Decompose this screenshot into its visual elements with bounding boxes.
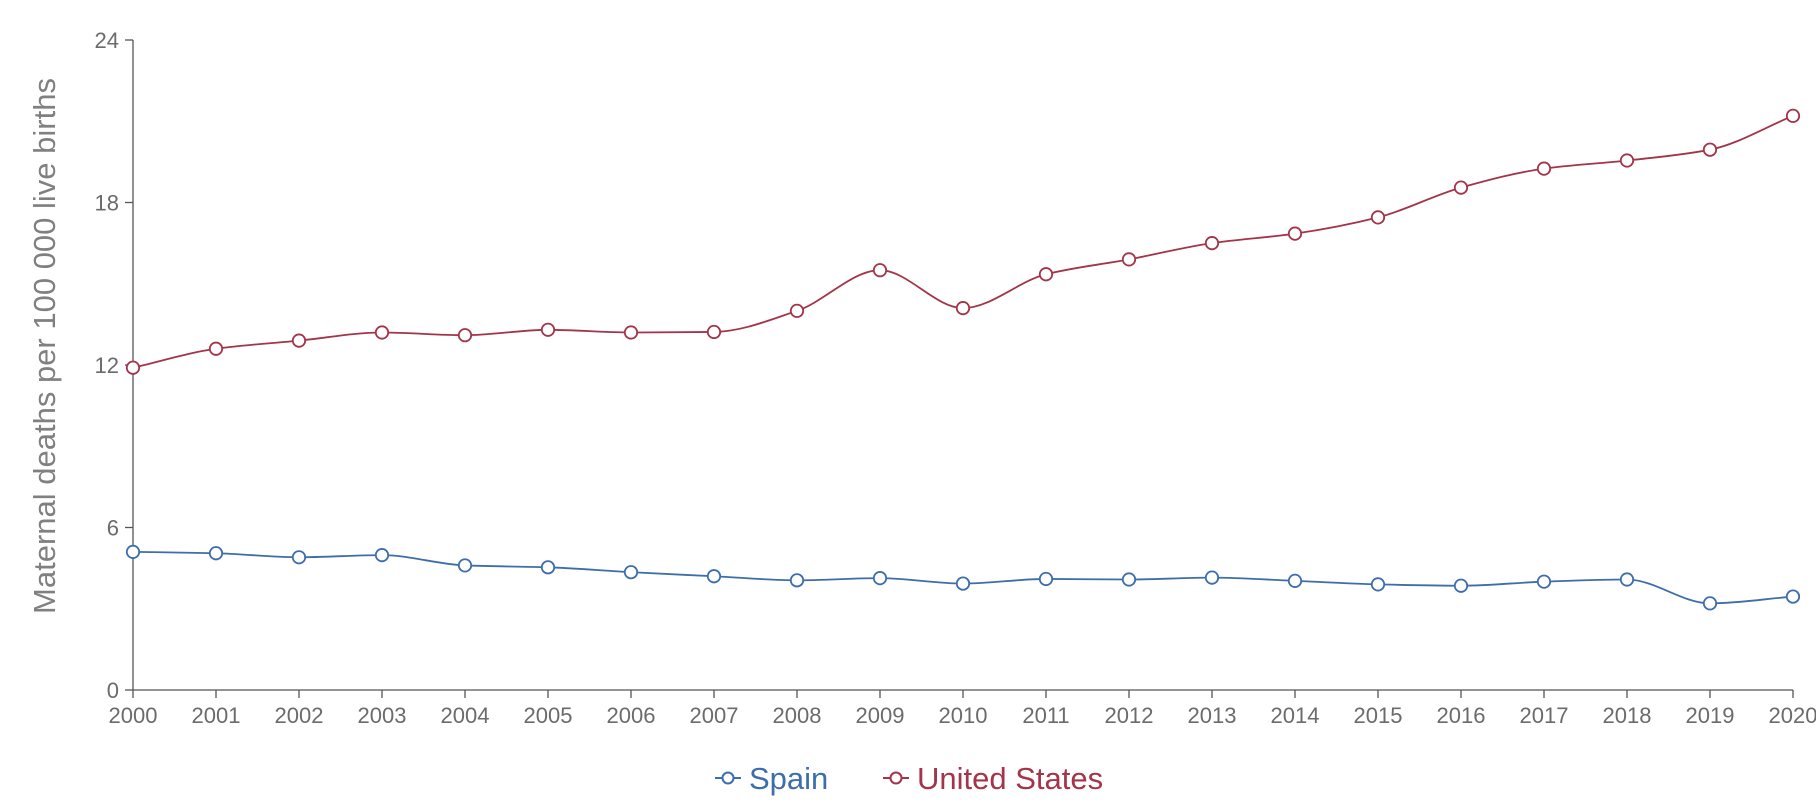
data-point-united-states[interactable] (208, 341, 224, 356)
data-point-spain[interactable] (457, 558, 473, 573)
data-point-united-states[interactable] (457, 328, 473, 343)
x-tick-label: 2020 (1769, 703, 1816, 728)
data-point-spain[interactable] (1453, 578, 1469, 593)
data-point-united-states[interactable] (1370, 210, 1386, 225)
data-point-united-states[interactable] (1038, 267, 1054, 282)
y-tick-label: 6 (107, 516, 119, 541)
legend-label: United States (917, 761, 1103, 796)
x-tick-label: 2005 (524, 703, 573, 728)
data-point-spain[interactable] (291, 550, 307, 565)
series-united-states (125, 108, 1801, 375)
data-point-spain[interactable] (706, 569, 722, 584)
x-tick-label: 2015 (1354, 703, 1403, 728)
data-point-spain[interactable] (208, 546, 224, 561)
data-point-spain[interactable] (1702, 596, 1718, 611)
data-point-united-states[interactable] (1204, 236, 1220, 251)
x-tick-label: 2016 (1437, 703, 1486, 728)
y-axis-title: Maternal deaths per 100 000 live births (27, 78, 62, 614)
legend-marker-icon (889, 771, 903, 785)
data-point-united-states[interactable] (872, 263, 888, 278)
x-tick-label: 2000 (109, 703, 158, 728)
x-tick-label: 2019 (1686, 703, 1735, 728)
x-tick-label: 2001 (192, 703, 241, 728)
data-point-spain[interactable] (1204, 570, 1220, 585)
data-point-united-states[interactable] (1785, 108, 1801, 123)
x-tick-label: 2011 (1022, 703, 1069, 728)
data-point-united-states[interactable] (1287, 226, 1303, 241)
y-tick-label: 24 (95, 28, 119, 53)
data-point-united-states[interactable] (1453, 180, 1469, 195)
x-tick-label: 2006 (607, 703, 656, 728)
data-point-spain[interactable] (1370, 577, 1386, 592)
data-point-united-states[interactable] (789, 303, 805, 318)
x-tick-label: 2013 (1188, 703, 1237, 728)
data-point-spain[interactable] (1287, 573, 1303, 588)
data-point-united-states[interactable] (1619, 153, 1635, 168)
x-tick-label: 2010 (939, 703, 988, 728)
x-tick-label: 2012 (1105, 703, 1154, 728)
y-tick-label: 18 (95, 191, 119, 216)
x-tick-label: 2007 (690, 703, 739, 728)
data-point-spain[interactable] (1785, 589, 1801, 604)
data-point-spain[interactable] (955, 576, 971, 591)
y-tick-label: 12 (95, 353, 119, 378)
legend[interactable]: Spain United States (715, 761, 1103, 796)
x-tick-label: 2009 (856, 703, 905, 728)
y-tick-label: 0 (107, 678, 119, 703)
legend-marker-icon (721, 771, 735, 785)
data-point-spain[interactable] (789, 573, 805, 588)
x-tick-label: 2017 (1520, 703, 1569, 728)
data-point-spain[interactable] (1536, 574, 1552, 589)
data-point-united-states[interactable] (1536, 161, 1552, 176)
x-tick-label: 2014 (1271, 703, 1320, 728)
data-point-united-states[interactable] (955, 301, 971, 316)
data-point-spain[interactable] (1038, 571, 1054, 587)
data-point-united-states[interactable] (1121, 252, 1137, 267)
data-point-spain[interactable] (1619, 572, 1635, 587)
data-point-spain[interactable] (540, 560, 556, 575)
data-point-spain[interactable] (623, 565, 639, 580)
data-point-united-states[interactable] (623, 325, 639, 340)
data-point-united-states[interactable] (1702, 142, 1718, 157)
x-tick-label: 2018 (1603, 703, 1652, 728)
data-point-united-states[interactable] (374, 325, 390, 340)
data-point-united-states[interactable] (125, 360, 141, 375)
data-point-spain[interactable] (374, 548, 390, 563)
axes: 0 6 12 18 24 2000 2001 2002 2003 2004 2005 2006 2007… (95, 28, 1816, 728)
legend-label: Spain (749, 761, 828, 796)
x-tick-label: 2004 (441, 703, 490, 728)
data-point-united-states[interactable] (540, 322, 556, 337)
x-tick-label: 2003 (358, 703, 407, 728)
data-point-united-states[interactable] (706, 324, 722, 340)
data-point-united-states[interactable] (291, 333, 307, 348)
x-tick-label: 2008 (773, 703, 822, 728)
series-spain (125, 544, 1801, 611)
data-point-spain[interactable] (125, 544, 141, 559)
data-point-spain[interactable] (872, 571, 888, 586)
legend-item-united-states[interactable]: United States (883, 761, 1103, 796)
data-point-spain[interactable] (1121, 572, 1137, 587)
legend-item-spain[interactable]: Spain (715, 761, 828, 796)
x-tick-label: 2002 (275, 703, 324, 728)
series-layer (125, 108, 1801, 611)
